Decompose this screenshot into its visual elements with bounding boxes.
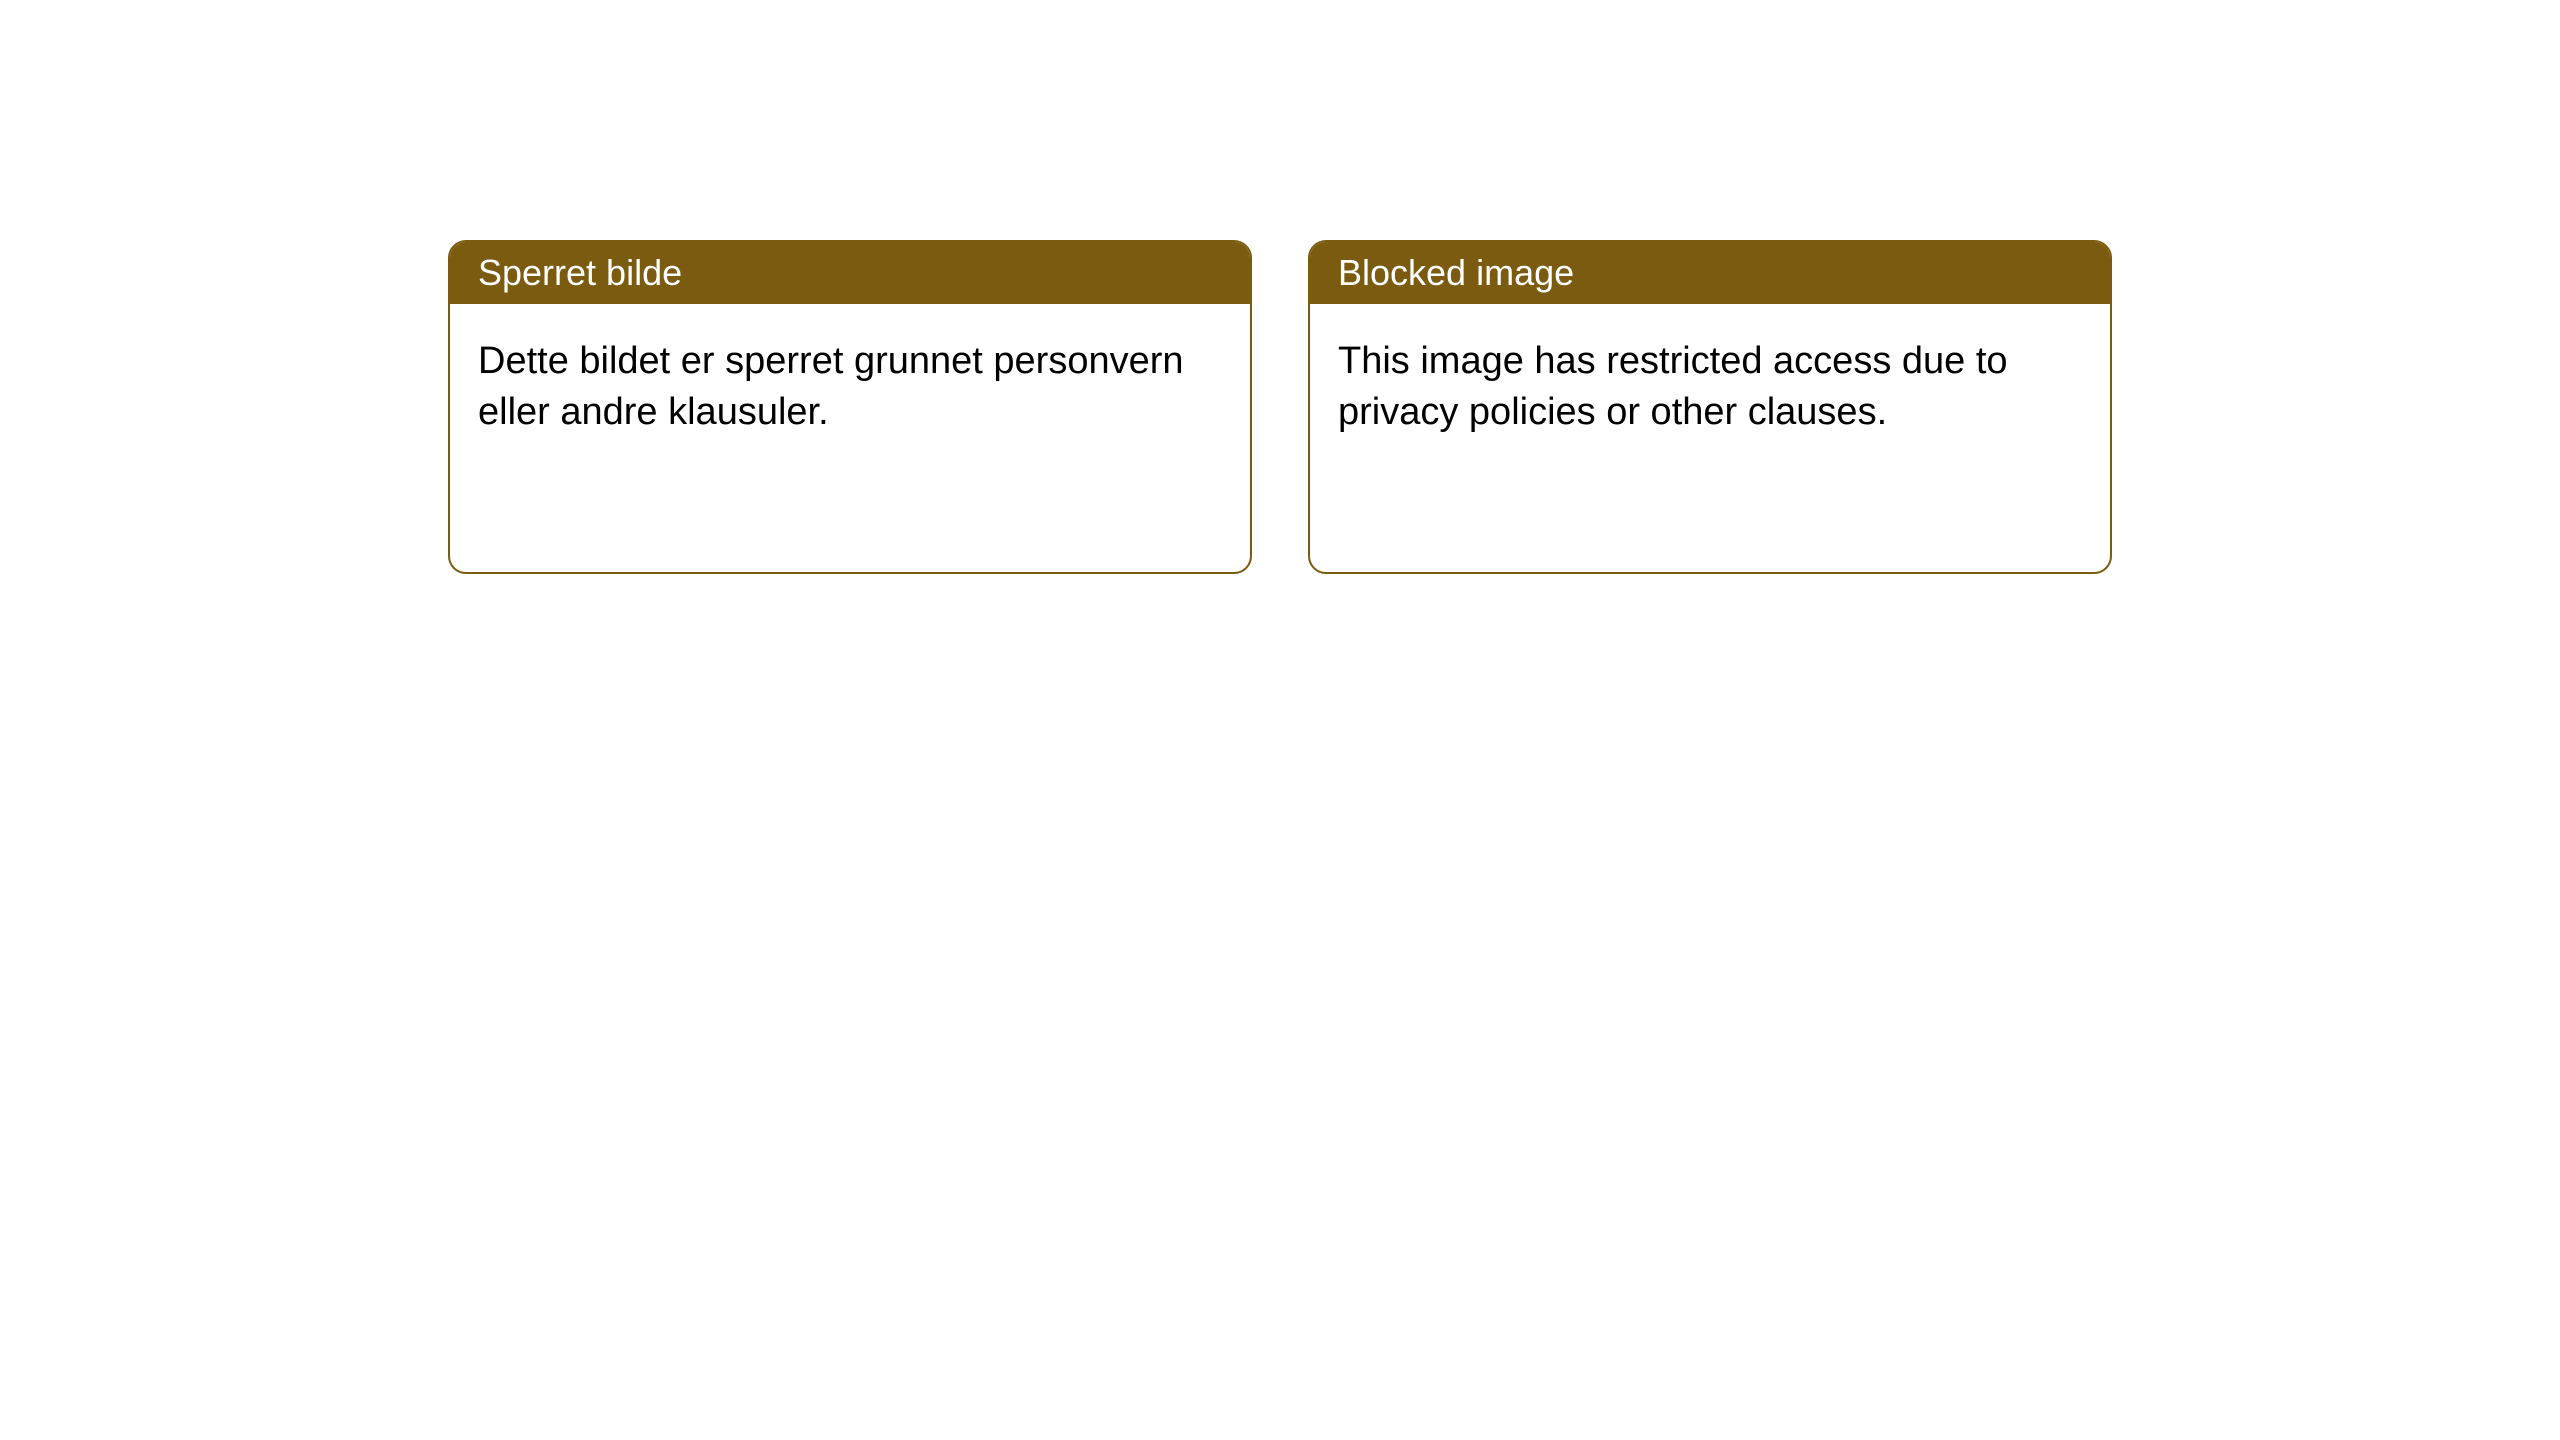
card-message: This image has restricted access due to … [1338,340,2008,433]
card-title: Sperret bilde [478,252,682,293]
blocked-image-card-english: Blocked image This image has restricted … [1308,240,2112,574]
card-body: This image has restricted access due to … [1310,304,2110,471]
blocked-image-card-norwegian: Sperret bilde Dette bildet er sperret gr… [448,240,1252,574]
card-header: Blocked image [1310,242,2110,304]
card-message: Dette bildet er sperret grunnet personve… [478,340,1184,433]
notice-container: Sperret bilde Dette bildet er sperret gr… [448,240,2112,574]
card-body: Dette bildet er sperret grunnet personve… [450,304,1250,471]
card-header: Sperret bilde [450,242,1250,304]
card-title: Blocked image [1338,252,1574,293]
